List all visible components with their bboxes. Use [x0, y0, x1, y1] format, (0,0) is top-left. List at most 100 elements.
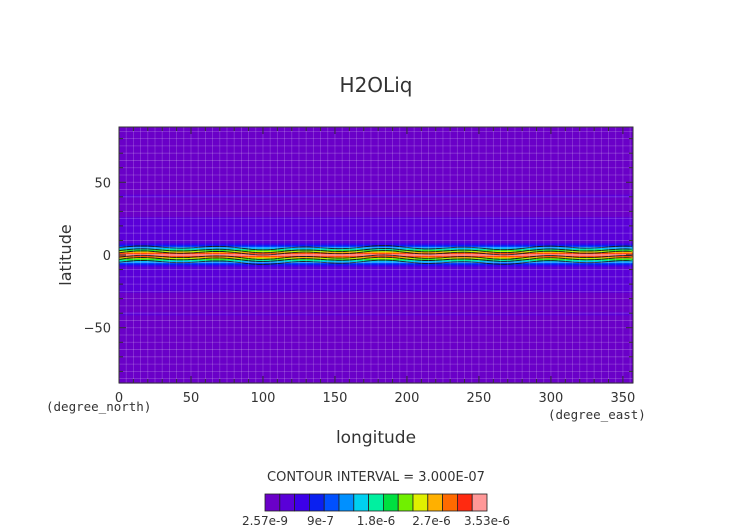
field-band: [119, 267, 633, 269]
field-band: [119, 266, 633, 268]
field-band: [119, 343, 633, 346]
field-band: [119, 137, 633, 139]
field-band: [119, 362, 633, 364]
field-band: [119, 380, 633, 383]
field-band: [119, 311, 633, 313]
field-band: [119, 165, 633, 167]
field-band: [119, 204, 633, 207]
field-band: [119, 348, 633, 351]
field-band: [119, 264, 633, 266]
field-band: [119, 279, 633, 282]
field-band: [119, 304, 633, 306]
field-band: [119, 201, 633, 203]
field-band: [119, 347, 633, 349]
field-band: [119, 289, 633, 292]
field-band: [119, 310, 633, 312]
colorbar-swatch: [456, 493, 473, 512]
field-band: [119, 326, 633, 328]
field-band: [119, 244, 633, 246]
field-band: [119, 378, 633, 380]
field-band: [119, 156, 633, 159]
field-band: [119, 219, 633, 221]
field-band: [119, 281, 633, 283]
field-band: [119, 287, 633, 290]
field-band: [119, 202, 633, 204]
colorbar-label: 2.57e-9: [242, 514, 288, 528]
field-band: [119, 209, 633, 211]
field-band: [119, 381, 633, 383]
field-band: [119, 135, 633, 137]
colorbar-swatch: [368, 493, 384, 512]
field-band: [119, 148, 633, 151]
field-band: [119, 290, 633, 292]
field-band: [119, 223, 633, 225]
y-axis-ticks: −50 0 50: [84, 138, 633, 372]
field-band: [119, 346, 633, 348]
field-band: [119, 379, 633, 381]
field-band: [119, 181, 633, 183]
field-band: [119, 325, 633, 327]
field-band: [119, 279, 633, 281]
field-band: [119, 182, 633, 184]
field-band: [119, 152, 633, 154]
field-band: [119, 241, 633, 243]
field-band: [119, 333, 633, 335]
field-band: [119, 127, 633, 129]
field-band: [119, 348, 633, 350]
field-band: [119, 309, 633, 311]
field-band: [119, 361, 633, 363]
field-band: [119, 148, 633, 150]
field-band: [119, 166, 633, 168]
field-band: [119, 185, 633, 188]
field-band: [119, 262, 633, 264]
field-band: [119, 177, 633, 179]
field-band: [119, 273, 633, 275]
field-band: [119, 329, 633, 331]
field-band: [119, 297, 633, 300]
colorbar-swatch: [412, 493, 429, 512]
field-band: [119, 140, 633, 142]
field-band: [119, 180, 633, 182]
field-band: [119, 159, 633, 161]
field-band: [119, 306, 633, 308]
field-band: [119, 170, 633, 172]
field-band: [119, 295, 633, 298]
colorbar-swatch: [279, 493, 295, 512]
field-band: [119, 185, 633, 187]
field-band: [119, 372, 633, 375]
y-tick-label: 50: [94, 176, 111, 191]
field-band: [119, 194, 633, 196]
field-band: [119, 129, 633, 131]
field-band: [119, 358, 633, 360]
field-band: [119, 132, 633, 134]
field-band: [119, 271, 633, 274]
field-band: [119, 324, 633, 326]
field-band: [119, 343, 633, 345]
field-band: [119, 138, 633, 140]
field-band: [119, 274, 633, 276]
field-band: [119, 246, 633, 248]
field-band: [119, 150, 633, 152]
x-tick-label: 0: [115, 391, 123, 406]
field-band: [119, 174, 633, 176]
field-band: [119, 226, 633, 228]
field-band: [119, 206, 633, 208]
field-band: [119, 216, 633, 218]
field-band: [119, 305, 633, 308]
field-band: [119, 273, 633, 276]
field-band: [119, 338, 633, 340]
x-tick-label: 250: [467, 391, 492, 406]
field-band: [119, 168, 633, 170]
field-band: [119, 128, 633, 130]
colorbar-swatch: [323, 493, 340, 512]
field-band: [119, 136, 633, 138]
field-band: [119, 364, 633, 367]
field-band: [119, 140, 633, 143]
field-band: [119, 292, 633, 294]
field-band: [119, 319, 633, 321]
field-band: [119, 315, 633, 317]
field-band: [119, 374, 633, 376]
field-band: [119, 282, 633, 284]
field-band: [119, 191, 633, 193]
field-band: [119, 308, 633, 310]
